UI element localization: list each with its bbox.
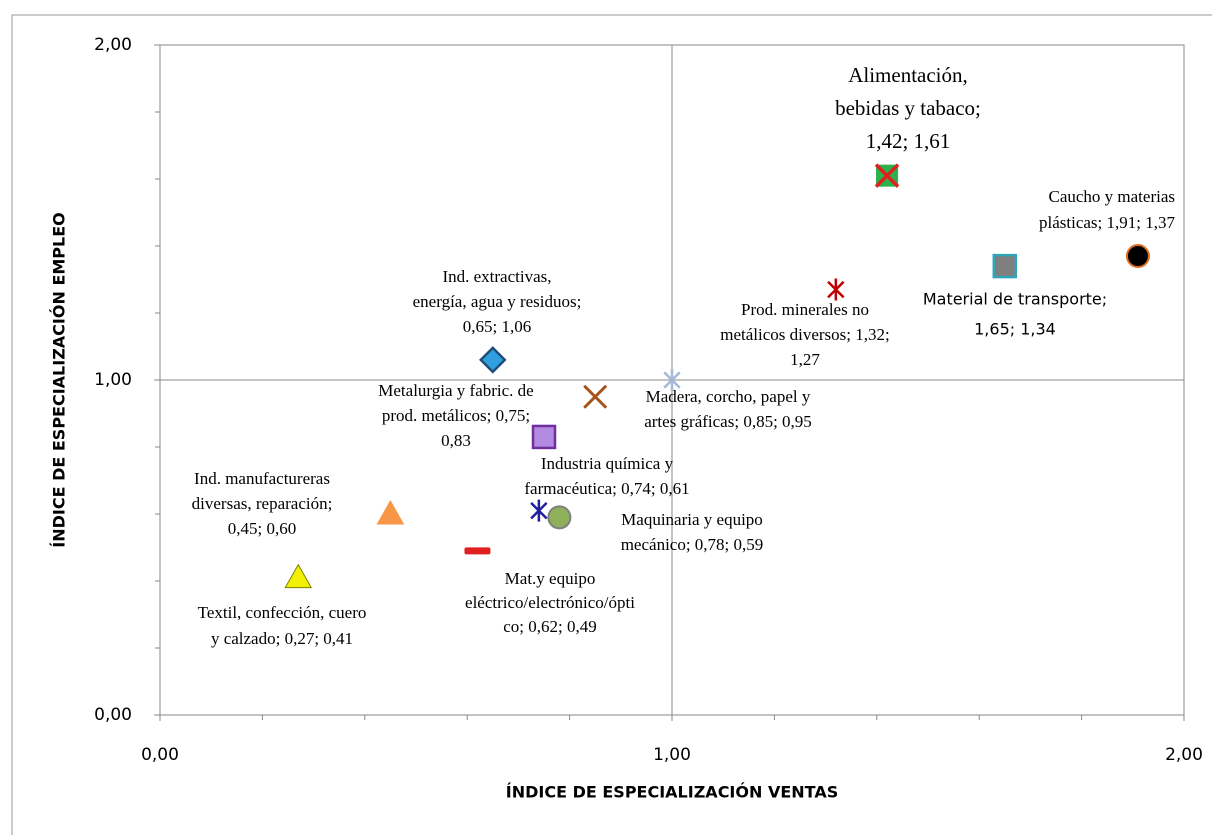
marker-circle	[1125, 244, 1150, 269]
point-label: Ind. extractivas,	[442, 267, 551, 286]
point-label: Textil, confección, cuero	[198, 603, 367, 622]
point-label: farmacéutica; 0,74; 0,61	[524, 479, 689, 498]
marker-asterisk	[663, 369, 681, 391]
point-label: 0,83	[441, 431, 471, 450]
point-label: bebidas y tabaco;	[835, 96, 981, 120]
point-label: Madera, corcho, papel y	[646, 387, 811, 406]
point-label: Industria química y	[541, 454, 674, 473]
point-label: 1,42; 1,61	[866, 129, 951, 153]
marker-x	[874, 163, 900, 188]
marker-triangle	[284, 563, 313, 589]
x-tick-label: 0,00	[141, 745, 179, 765]
point-label: y calzado; 0,27; 0,41	[211, 629, 353, 648]
point-label: 1,27	[790, 350, 820, 369]
x-tick-label: 2,00	[1165, 745, 1203, 765]
point	[827, 278, 845, 301]
y-tick-label: 1,00	[94, 370, 132, 390]
y-axis-title: ÍNDICE DE ESPECIALIZACIÓN EMPLEO	[50, 212, 69, 547]
point-label: plásticas; 1,91; 1,37	[1039, 213, 1175, 232]
point	[479, 346, 507, 374]
point	[530, 499, 548, 522]
marker-triangle	[376, 499, 405, 525]
point-label: eléctrico/electrónico/ópti	[465, 593, 635, 612]
marker-asterisk	[530, 499, 548, 522]
point	[874, 163, 900, 188]
x-tick-label: 1,00	[653, 745, 691, 765]
point-label: 0,45; 0,60	[228, 519, 296, 538]
point-label: mecánico; 0,78; 0,59	[621, 535, 764, 554]
point-label: artes gráficas; 0,85; 0,95	[644, 412, 812, 431]
marker-asterisk	[827, 278, 845, 301]
point-label: Alimentación,	[848, 63, 968, 87]
point	[583, 384, 608, 409]
y-tick-label: 0,00	[94, 705, 132, 725]
marker-square	[992, 253, 1018, 279]
point-label: Ind. manufactureras	[194, 469, 330, 488]
point-label: 0,65; 1,06	[463, 317, 531, 336]
marker-dash	[464, 547, 491, 555]
point	[992, 253, 1018, 279]
point-label: Material de transporte;	[923, 290, 1107, 309]
point	[531, 424, 557, 450]
point	[547, 505, 572, 530]
marker-square	[531, 424, 557, 450]
y-tick-label: 2,00	[94, 35, 132, 55]
point	[663, 369, 681, 391]
point-label: metálicos diversos; 1,32;	[720, 325, 890, 344]
marker-diamond	[479, 346, 507, 374]
point	[376, 499, 405, 525]
point-label: Caucho y materias	[1048, 187, 1175, 206]
marker-circle	[547, 505, 572, 530]
point-label: 1,65; 1,34	[974, 320, 1056, 339]
point-label: Mat.y equipo	[505, 569, 596, 588]
point-label: co; 0,62; 0,49	[503, 617, 597, 636]
point-label: diversas, reparación;	[192, 494, 333, 513]
point-label: Metalurgia y fabric. de	[378, 381, 533, 400]
chart-border	[11, 14, 1212, 840]
point-label: Prod. minerales no	[741, 300, 869, 319]
point	[464, 547, 491, 555]
point-label: prod. metálicos; 0,75;	[382, 406, 530, 425]
point-label: Maquinaria y equipo	[621, 510, 763, 529]
point-label: energía, agua y residuos;	[413, 292, 582, 311]
point	[284, 563, 313, 589]
x-axis-title: ÍNDICE DE ESPECIALIZACIÓN VENTAS	[506, 783, 838, 802]
point	[1125, 244, 1150, 269]
marker-x	[583, 384, 608, 409]
